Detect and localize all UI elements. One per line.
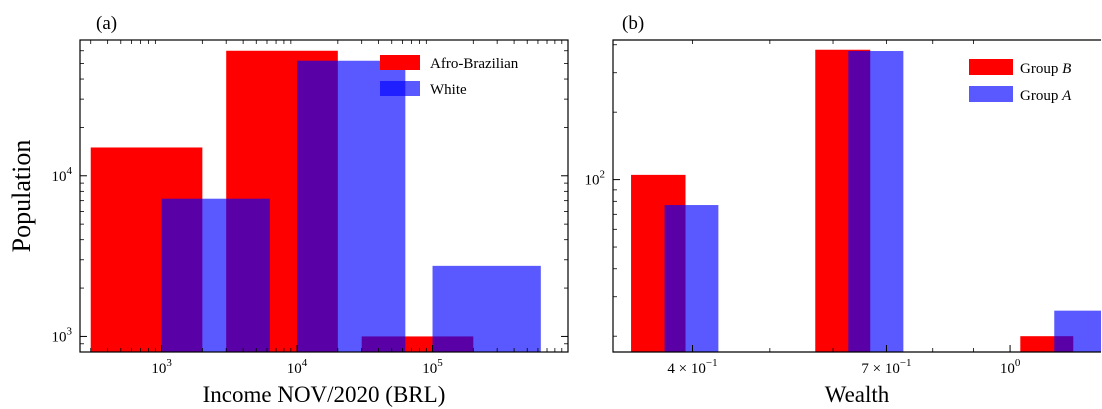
legend-label-b-2: Group A [1020, 88, 1072, 104]
x-tick-label-b-1: 4 × 10−1 [667, 357, 717, 377]
panel-label-b: (b) [622, 13, 644, 34]
bar-a-series2-1 [161, 198, 270, 352]
y-tick-label-a-1: 103 [52, 325, 73, 345]
legend-swatch-b-1 [969, 59, 1013, 75]
bars-a [90, 50, 541, 353]
legend-label-a-1: Afro-Brazilian [430, 56, 519, 72]
bar-b-series2-1 [664, 205, 719, 352]
y-axis-label-a: Population [7, 140, 36, 253]
x-tick-label-b-2: 7 × 10−1 [861, 357, 911, 377]
plot-frame-a [79, 39, 569, 353]
bar-a-series2-3 [432, 265, 541, 352]
legend-label-a-2: White [430, 82, 467, 98]
x-axis-label-b: Wealth [825, 382, 890, 407]
bars-b [631, 49, 1101, 352]
x-tick-label-a-3: 105 [422, 357, 443, 377]
x-tick-label-a-2: 104 [287, 357, 308, 377]
x-axis-label-a: Income NOV/2020 (BRL) [203, 382, 446, 407]
bar-a-series2-2 [297, 60, 406, 353]
plot-frame-b [612, 39, 1101, 353]
legend-swatch-a-1 [380, 55, 420, 70]
legend-swatch-a-2 [380, 81, 420, 96]
x-tick-label-b-3: 100 [1000, 357, 1021, 377]
legend-swatch-b-2 [969, 86, 1013, 102]
y-tick-label-b-1: 102 [585, 169, 606, 189]
x-tick-label-a-1: 103 [151, 357, 172, 377]
legend-label-b-1: Group B [1020, 61, 1071, 77]
bar-b-series2-2 [848, 51, 904, 352]
panel-label-a: (a) [96, 13, 117, 34]
legend-a: Afro-Brazilian White [380, 55, 519, 98]
legend-b: Group B Group A [969, 59, 1072, 104]
ticks-b: 4 × 10−1 7 × 10−1 100 102 [585, 40, 1021, 377]
y-tick-label-a-2: 104 [52, 165, 73, 185]
bar-b-series2-3 [1054, 310, 1101, 352]
